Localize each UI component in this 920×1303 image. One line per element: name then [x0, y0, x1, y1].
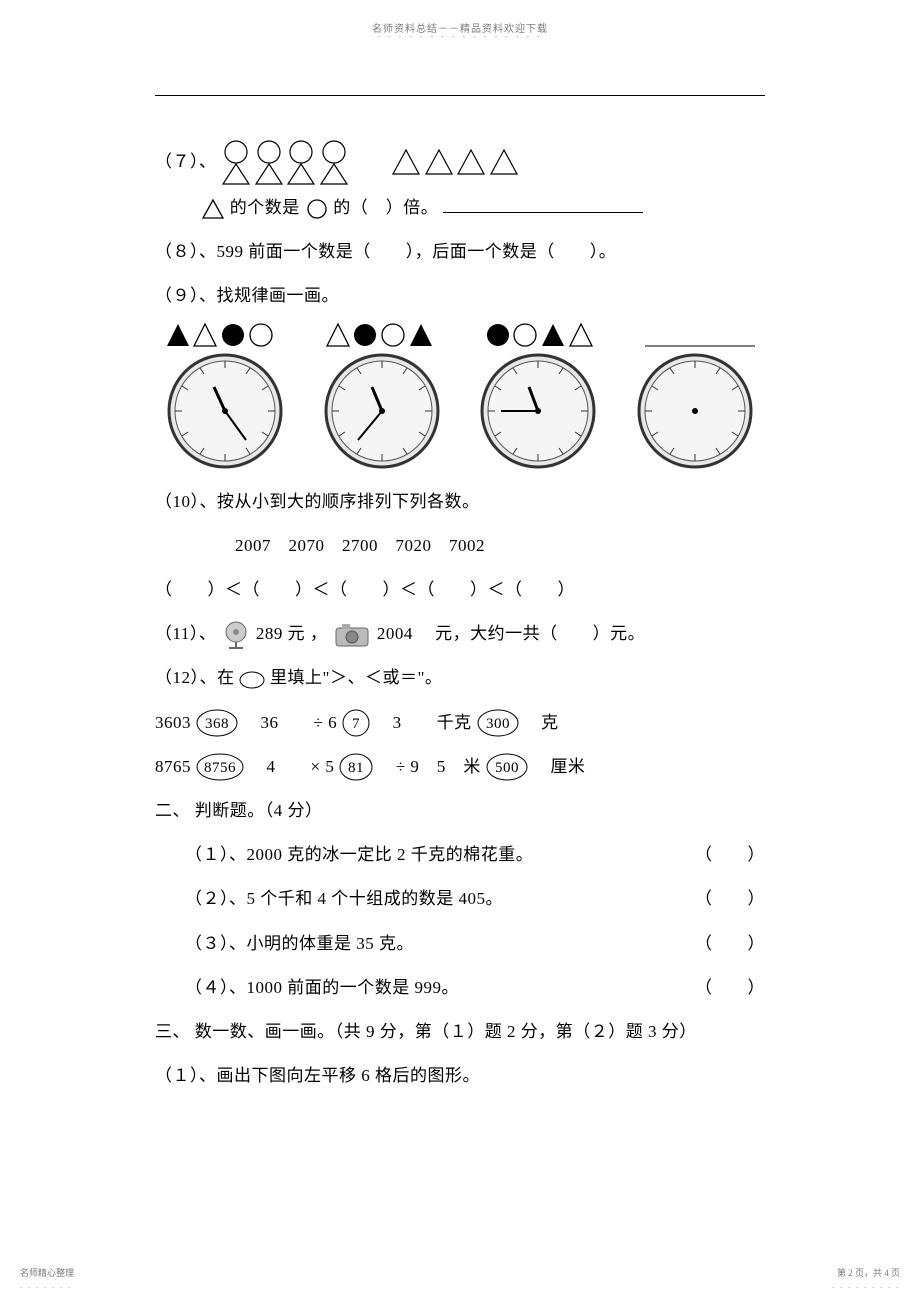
- header-dots: - - - - - - - - - - - - - - - -: [377, 32, 543, 41]
- pattern-blank: [645, 322, 755, 348]
- section2-title: 二、 判断题。（4 分）: [155, 789, 765, 833]
- q11-c: 2004 元，大约一共（ ）元。: [377, 624, 645, 643]
- q7-shapes-left: [221, 140, 351, 186]
- oval-icon: 7: [341, 709, 371, 737]
- clock-1: [155, 352, 295, 470]
- pattern-1: [165, 322, 275, 348]
- oval-icon: 368: [195, 709, 239, 737]
- triangle-icon: [201, 198, 225, 220]
- s2-q2: （２）、5 个千和 4 个十组成的数是 405。（ ）: [155, 877, 765, 921]
- q7-text-b: 的（ ）倍。: [333, 198, 438, 217]
- section3-title: 三、 数一数、画一画。（共 9 分，第（１）题 2 分，第（２）题 3 分）: [155, 1010, 765, 1054]
- footer-right: 第 2 页，共 4 页: [837, 1266, 900, 1279]
- q10-numbers: 2007 2070 2700 7020 7002: [155, 524, 765, 568]
- oval-icon: 81: [338, 753, 374, 781]
- pattern-3: [485, 322, 595, 348]
- svg-text:300: 300: [486, 716, 510, 732]
- q11: （11）、 289 元 ， 2004 元，大约一共（ ）元。: [155, 612, 765, 656]
- q11-b: 289 元 ，: [256, 624, 328, 643]
- svg-text:8756: 8756: [204, 760, 236, 776]
- clock-3: [468, 352, 608, 470]
- oval-icon: [239, 671, 265, 689]
- s2-q1: （１）、2000 克的冰一定比 2 千克的棉花重。（ ）: [155, 833, 765, 877]
- q7-answer: 的个数是 的（ ）倍。: [155, 186, 765, 230]
- s3-q1: （１）、画出下图向左平移 6 格后的图形。: [155, 1054, 765, 1098]
- oval-icon: 500: [485, 753, 529, 781]
- clocks-row: [155, 352, 765, 470]
- clock-4: [625, 352, 765, 470]
- svg-text:368: 368: [205, 716, 229, 732]
- oval-icon: 300: [476, 709, 520, 737]
- q12-label: （12）、在 里填上"＞、＜或＝"。: [155, 656, 765, 700]
- q12-r2: 8765 8756 4 × 5 81 ÷ 9 5 米 500 厘米: [155, 745, 765, 789]
- q7-blank-line: [443, 212, 643, 213]
- svg-text:81: 81: [348, 760, 364, 776]
- s2-q4: （４）、1000 前面的一个数是 999。（ ）: [155, 966, 765, 1010]
- pattern-2: [325, 322, 435, 348]
- q7-shapes-right: [391, 148, 521, 178]
- q7-text-a: 的个数是: [230, 198, 300, 217]
- q7-label: （７）、: [155, 152, 217, 171]
- q11-a: （11）、: [155, 624, 216, 643]
- q12-r1: 3603 368 36 ÷ 6 7 3 千克 300 克: [155, 701, 765, 745]
- top-rule: [155, 95, 765, 96]
- main-content: （７）、 的个数是: [155, 95, 765, 1098]
- dots-left: . . . . . . .: [20, 1281, 72, 1290]
- q10-label: （10）、按从小到大的顺序排列下列各数。: [155, 480, 765, 524]
- dots-right: . . . . . . . . .: [832, 1281, 900, 1290]
- svg-text:7: 7: [352, 716, 360, 732]
- s2-q3: （３）、小明的体重是 35 克。（ ）: [155, 922, 765, 966]
- footer-left: 名师精心整理: [20, 1266, 74, 1279]
- oval-icon: 8756: [195, 753, 245, 781]
- fan-icon: [221, 620, 251, 650]
- pattern-row: [165, 322, 765, 348]
- clock-2: [312, 352, 452, 470]
- camera-icon: [332, 620, 372, 650]
- q8: （８）、599 前面一个数是（ ），后面一个数是（ ）。: [155, 230, 765, 274]
- circle-icon: [305, 198, 329, 220]
- svg-text:500: 500: [495, 760, 519, 776]
- q10-blanks: （ ）＜（ ）＜（ ）＜（ ）＜（ ）: [155, 568, 765, 612]
- q7: （７）、: [155, 140, 765, 186]
- q9-label: （９）、找规律画一画。: [155, 274, 765, 318]
